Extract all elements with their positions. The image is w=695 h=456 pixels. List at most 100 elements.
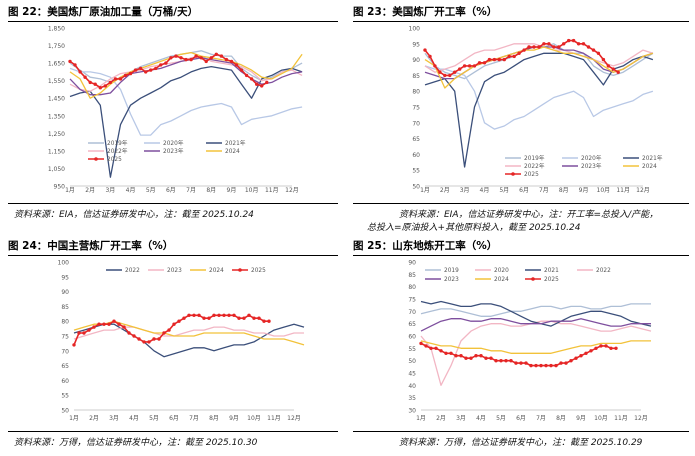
series-point [487,57,492,62]
x-tick-label: 2月 [436,415,446,422]
y-tick-label: 50 [408,358,416,365]
x-tick-label: 7月 [536,415,546,422]
y-tick-label: 1,750 [48,43,65,50]
series-point [204,59,208,64]
y-tick-label: 60 [408,334,416,341]
series-point [159,63,163,67]
x-tick-label: 10月 [245,187,259,194]
series-point [265,80,269,85]
series-point [244,73,249,78]
y-tick-label: 45 [408,371,416,378]
series-point [443,73,447,78]
series-line [73,326,304,340]
series-line [73,323,305,358]
x-tick-label: 11月 [614,415,628,422]
series-point [589,349,593,353]
series-point [154,66,158,71]
x-tick-label: 2月 [440,187,450,194]
series-point [222,313,226,317]
series-line [420,300,652,327]
legend-label: 2024 [642,164,657,170]
y-tick-label: 85 [412,73,420,80]
series-point [504,359,508,363]
series-point [164,61,168,65]
series-point [492,57,497,62]
chart-title: 图 22：美国炼厂原油加工量（万桶/天） [8,6,199,18]
x-tick-label: 5月 [149,415,159,422]
series-point [72,343,76,347]
y-tick-label: 1,650 [48,61,65,68]
legend-label: 2025 [251,268,266,274]
y-tick-label: 1,250 [48,131,65,138]
series-point [596,51,601,55]
series-point [499,359,503,363]
x-tick-label: 5月 [499,187,509,194]
series-point [93,82,97,86]
legend-label: 2023年 [163,147,184,155]
x-tick-label: 6月 [169,415,179,422]
x-tick-label: 2月 [89,415,99,422]
y-tick-label: 1,850 [48,26,65,33]
x-tick-label: 12月 [287,415,301,422]
series-point [462,64,467,68]
series-point [88,80,92,85]
legend-marker [531,277,535,281]
series-point [249,77,254,81]
series-point [242,316,246,320]
y-tick-label: 100 [409,26,421,33]
series-line [420,303,651,317]
series-point [187,313,191,317]
series-point [601,57,606,62]
series-point [118,77,123,81]
series-line [69,67,303,136]
series-point [179,56,183,60]
x-tick-label: 4月 [480,187,490,194]
legend-label: 2020年 [581,154,602,162]
series-point [194,54,198,58]
panel-us-refinery-runs: 图 22：美国炼厂原油加工量（万桶/天） 950 1,050 1,150 1,250 1… [8,4,338,226]
series-point [467,64,472,68]
source-note: 资料来源：万得，信达证券研发中心，注：截至 2025.10.29 [399,438,643,448]
series-point [98,86,103,90]
series-point [552,45,556,49]
series-point [122,325,126,329]
series-point [489,356,493,360]
series-point [423,48,427,52]
series-point [559,361,563,365]
series-point [112,319,116,323]
series-point [497,57,501,62]
chart-title: 图 24：中国主营炼厂开工率（%） [8,240,174,252]
chart-us-refinery-runs: 950 1,050 1,150 1,250 1,350 1,450 1,550 1,650 1,… [48,26,303,194]
series-point [449,351,453,355]
series-point [616,70,620,74]
series-point [172,322,176,326]
y-tick-label: 85 [408,272,416,279]
series-point [267,319,271,323]
y-tick-label: 30 [408,408,416,415]
x-tick-label: 7月 [186,187,196,194]
chart-title: 图 23：美国炼厂开工率（%） [353,6,498,18]
source-note-line-2: 总投入=原油投入+其他原料投入，截至 2025.10.24 [367,223,581,233]
y-tick-label: 75 [408,297,416,304]
title-rule [353,255,689,256]
series-point [571,38,576,43]
series-point [227,313,231,317]
x-tick-label: 3月 [460,187,470,194]
series-point [574,356,578,360]
x-tick-label: 9月 [576,415,586,422]
series-point [479,354,483,358]
series-point [137,337,141,341]
series-point [87,328,91,332]
series-point [232,313,236,317]
y-tick-label: 95 [412,41,420,48]
series-point [123,73,128,78]
source-rule [353,431,689,432]
series-point [434,346,438,350]
series-point [474,354,478,358]
series-point [564,361,568,365]
series-point [428,54,432,59]
series-point [152,337,156,341]
x-tick-label: 3月 [109,415,119,422]
series-point [448,73,452,78]
series-point [169,56,173,60]
